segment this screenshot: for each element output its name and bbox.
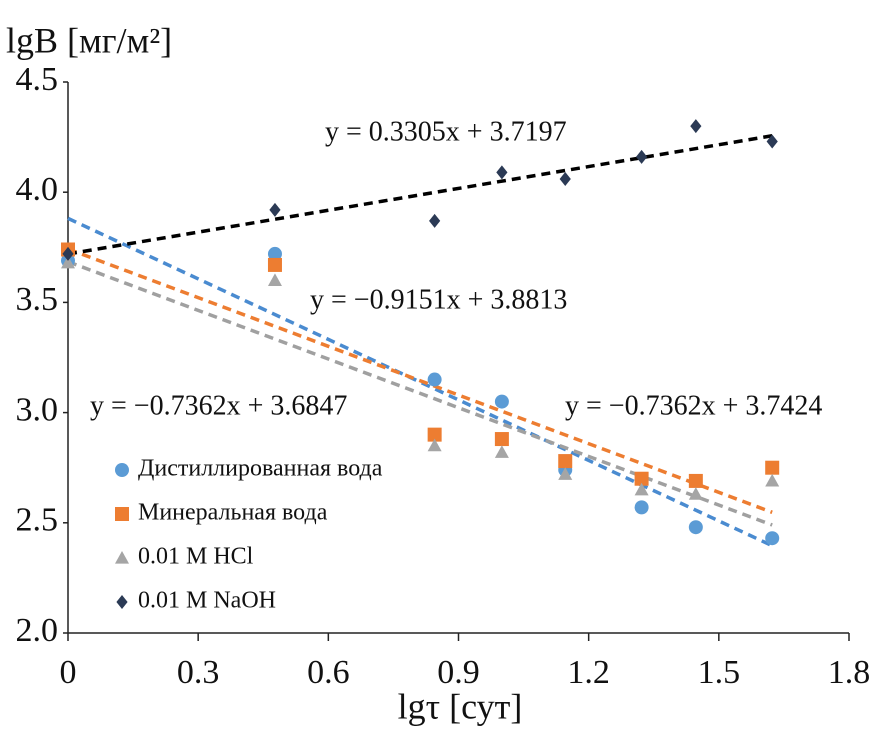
trendline	[67, 247, 773, 514]
point	[559, 171, 571, 186]
x-tick-label: 1.8	[828, 654, 871, 691]
point	[61, 255, 75, 269]
trendline-equation: y = −0.7362x + 3.7424	[565, 390, 822, 421]
point	[269, 202, 281, 217]
point	[496, 165, 508, 180]
point	[765, 531, 780, 546]
point	[267, 273, 282, 286]
point	[688, 473, 703, 488]
point	[115, 463, 129, 477]
point	[558, 454, 573, 469]
point	[427, 372, 442, 387]
legend-label: Минеральная вода	[138, 500, 328, 526]
trendline-equation: y = 0.3305x + 3.7197	[325, 116, 567, 147]
point	[634, 471, 649, 486]
x-tick-label: 1.5	[698, 654, 741, 691]
y-tick-label: 4.5	[16, 61, 59, 98]
y-tick-label: 3.0	[16, 391, 59, 428]
trendline-equation: y = −0.7362x + 3.6847	[90, 390, 347, 421]
point	[494, 394, 509, 409]
x-tick-label: 0	[60, 654, 77, 691]
trendline	[67, 260, 773, 527]
point	[427, 438, 442, 452]
trendline	[67, 134, 773, 256]
x-tick-label: 1.2	[567, 654, 610, 691]
x-tick-label: 0.9	[437, 654, 480, 691]
x-axis-title: lgτ [сут]	[398, 686, 523, 726]
x-tick-label: 0.6	[307, 654, 350, 691]
point	[690, 119, 702, 134]
point	[634, 500, 649, 515]
point	[427, 427, 442, 442]
trendline	[67, 216, 773, 548]
legend-label: 0.01 M HCl	[138, 544, 254, 570]
point	[766, 134, 778, 149]
point	[765, 473, 780, 487]
point	[688, 520, 703, 535]
y-tick-label: 3.5	[16, 281, 59, 318]
point	[688, 487, 703, 500]
legend-label: 0.01 M NaOH	[138, 588, 276, 614]
point	[429, 213, 441, 228]
point	[267, 257, 282, 272]
point	[267, 246, 282, 261]
point	[636, 149, 648, 164]
point	[494, 445, 509, 458]
y-tick-label: 4.0	[16, 171, 59, 208]
x-tick-label: 0.3	[177, 654, 220, 691]
point	[765, 460, 780, 475]
point	[115, 507, 129, 521]
point	[634, 482, 649, 496]
point	[558, 467, 573, 480]
trendline-equation: y = −0.9151x + 3.8813	[310, 284, 567, 315]
legend-label: Дистиллированная вода	[138, 456, 383, 482]
y-tick-label: 2.5	[16, 502, 59, 539]
point	[62, 246, 74, 261]
y-tick-label: 2.0	[16, 612, 59, 649]
point	[116, 595, 128, 609]
point	[494, 432, 509, 447]
y-axis-title: lgB [мг/м²]	[6, 20, 172, 60]
point	[115, 551, 129, 564]
